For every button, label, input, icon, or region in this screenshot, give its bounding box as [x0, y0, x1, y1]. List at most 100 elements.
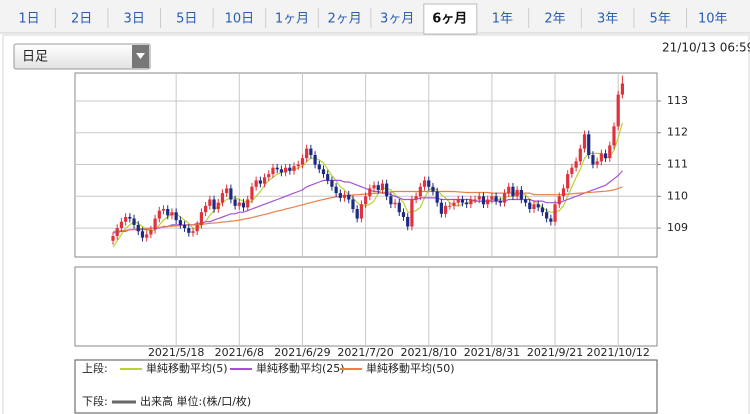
- candle-body: [275, 167, 279, 170]
- candle-body: [220, 193, 225, 203]
- tab[interactable]: 1日: [18, 12, 39, 27]
- candle-body: [574, 161, 578, 168]
- tab[interactable]: 2日: [71, 12, 92, 27]
- candle-body: [608, 145, 612, 159]
- candle-body: [507, 186, 511, 194]
- candle-body: [397, 202, 401, 213]
- candle-body: [241, 202, 246, 208]
- candle-body: [216, 202, 220, 210]
- candle-body: [262, 177, 267, 184]
- tab[interactable]: 2ヶ月: [327, 12, 361, 27]
- candle-body: [435, 191, 439, 203]
- candle-body: [406, 216, 410, 227]
- candle-body: [477, 196, 481, 200]
- legend-entry: 単純移動平均(50): [366, 361, 455, 375]
- candle-body: [111, 236, 115, 241]
- candle-body: [296, 164, 300, 167]
- tab[interactable]: 3ヶ月: [380, 12, 414, 27]
- candle-body: [313, 154, 317, 165]
- candle-body: [511, 186, 515, 197]
- candle-body: [132, 218, 136, 225]
- candle-body: [355, 209, 359, 219]
- candle-body: [305, 148, 309, 159]
- candle-body: [473, 199, 477, 201]
- candle-body: [498, 201, 502, 203]
- candle-body: [191, 231, 195, 233]
- candle-body: [153, 218, 157, 230]
- tab[interactable]: 10年: [698, 12, 728, 27]
- x-tick-label: 2021/10/12: [586, 346, 649, 359]
- legend-label: 上段:: [82, 361, 108, 375]
- candle-body: [385, 183, 389, 197]
- candle-body: [528, 202, 532, 210]
- candle-body: [536, 204, 540, 208]
- candle-body: [174, 212, 178, 221]
- tab[interactable]: 10日: [225, 12, 255, 27]
- tab[interactable]: 6ヶ月: [432, 12, 467, 27]
- ma-line: [113, 186, 623, 232]
- candle-body: [250, 186, 254, 200]
- candle-body: [502, 193, 507, 203]
- candle-body: [427, 180, 431, 187]
- timestamp: 21/10/13 06:59: [662, 41, 750, 55]
- period-select[interactable]: [13, 43, 151, 70]
- x-tick-label: 2021/9/21: [527, 346, 583, 359]
- candle-body: [149, 229, 153, 235]
- ma-line: [113, 170, 623, 234]
- tab[interactable]: 1ヶ月: [275, 12, 309, 27]
- candle-body: [157, 210, 161, 219]
- candle-body: [351, 199, 355, 210]
- candle-body: [515, 189, 519, 197]
- tab-selected-bg: [423, 3, 478, 35]
- x-tick-label: 2021/7/20: [337, 346, 393, 359]
- candle-body: [620, 83, 625, 95]
- candle-body: [578, 148, 582, 162]
- legend-entry: 単純移動平均(5): [146, 361, 228, 375]
- candle-body: [612, 126, 616, 146]
- legend-box: [74, 359, 658, 414]
- tab[interactable]: 1年: [492, 12, 513, 27]
- candle-body: [317, 164, 321, 170]
- candle-body: [616, 94, 620, 127]
- candle-body: [271, 167, 275, 175]
- candle-body: [566, 174, 570, 189]
- candle-body: [195, 224, 199, 232]
- candle-body: [553, 204, 557, 222]
- chart-panel: [2, 34, 750, 414]
- candle-body: [166, 209, 170, 216]
- candle-body: [229, 188, 233, 200]
- candle-body: [309, 148, 313, 155]
- x-tick-label: 2021/8/31: [464, 346, 520, 359]
- plot: 109 110 111 112 113 2021/5/18 2021/6/8 2021/6/2…: [75, 73, 688, 408]
- candle-body: [422, 180, 427, 187]
- candle-body: [208, 199, 212, 206]
- tab[interactable]: 5年: [650, 12, 671, 27]
- candle-body: [545, 212, 549, 219]
- candle-body: [237, 202, 241, 206]
- legend-entry: 単純移動平均(25): [256, 361, 345, 375]
- candle-body: [128, 216, 132, 219]
- candle-body: [119, 221, 124, 229]
- candle-body: [334, 186, 338, 194]
- legend-label: 下段:: [82, 394, 108, 408]
- candle-body: [338, 193, 342, 198]
- candle-body: [389, 196, 393, 205]
- candle-body: [549, 218, 553, 222]
- y-tick-label: 110: [667, 189, 688, 202]
- select-arrow: [136, 53, 145, 59]
- tab[interactable]: 3日: [124, 12, 145, 27]
- y-tick-label: 109: [667, 221, 688, 234]
- candle-body: [347, 194, 351, 200]
- tab[interactable]: 2年: [544, 12, 565, 27]
- candle-body: [494, 196, 498, 202]
- candle-body: [212, 199, 216, 210]
- candle-body: [326, 174, 330, 181]
- tab[interactable]: 5日: [176, 12, 197, 27]
- candle-body: [368, 188, 372, 197]
- candle-body: [330, 180, 334, 187]
- legend-entry: 出来高 単位:(株/口/枚): [140, 394, 251, 408]
- y-tick-label: 111: [667, 158, 688, 171]
- candle-body: [599, 153, 603, 162]
- tab[interactable]: 3年: [597, 12, 618, 27]
- candle-body: [540, 207, 545, 213]
